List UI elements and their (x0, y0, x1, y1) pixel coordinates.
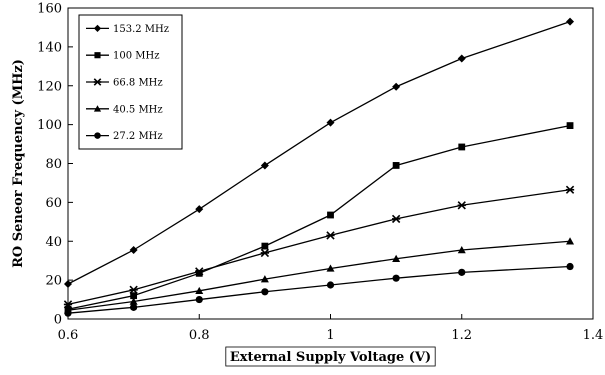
y-tick-label: 100 (37, 118, 62, 133)
data-point (64, 309, 72, 317)
data-point (458, 268, 466, 276)
series-layer (63, 17, 575, 317)
legend-label: 66.8 MHz (113, 78, 163, 89)
data-point (93, 78, 102, 86)
data-point (565, 185, 575, 194)
data-point (327, 211, 334, 219)
series-27-2-mhz (64, 262, 574, 317)
data-point (458, 143, 466, 151)
data-point (260, 161, 269, 170)
data-point (93, 24, 102, 32)
series-line (67, 20, 571, 285)
data-point (392, 162, 400, 169)
data-point (457, 201, 466, 210)
data-point (391, 214, 401, 224)
data-point (195, 269, 203, 277)
data-point (392, 82, 401, 91)
data-point (195, 267, 204, 276)
legend-entry: 100 MHz (86, 51, 160, 62)
legend-entry: 66.8 MHz (86, 78, 163, 89)
data-point (566, 262, 574, 271)
data-point (94, 52, 101, 59)
series-40-5-mhz (64, 237, 575, 314)
data-point (457, 54, 466, 63)
series-line (67, 265, 571, 314)
y-tick-label: 40 (45, 235, 62, 250)
y-tick-label: 20 (45, 274, 62, 289)
data-point (93, 105, 102, 112)
x-axis-title: External Supply Voltage (V) (230, 350, 431, 365)
data-point (195, 286, 204, 295)
data-point (261, 242, 269, 250)
data-point (64, 280, 72, 289)
series-line (67, 240, 571, 311)
data-point (261, 288, 269, 296)
legend: 153.2 MHz 100 MHz 66.8 MHz 40.5 MHz 27.2 MHz (78, 14, 183, 150)
series-66-8-mhz (63, 185, 575, 309)
data-point (326, 231, 335, 240)
legend-label: 100 MHz (113, 51, 160, 62)
y-tick-label: 160 (37, 2, 62, 17)
series-153-2-mhz (64, 17, 575, 289)
x-tick-label: 1.4 (583, 328, 604, 343)
data-point (195, 295, 203, 304)
y-tick-label: 60 (45, 196, 62, 211)
data-point (130, 292, 138, 300)
data-point (130, 303, 138, 311)
data-point (326, 264, 335, 272)
data-point (129, 245, 138, 254)
y-tick-label: 120 (37, 79, 62, 94)
x-tick-label: 1.2 (451, 328, 472, 343)
data-point (566, 237, 575, 245)
legend-entry: 27.2 MHz (86, 131, 163, 142)
y-axis: 0 20 40 60 80 100 120 140 160 (37, 2, 73, 328)
x-axis: 0.6 0.8 1 1.2 1.4 (58, 314, 604, 343)
data-point (566, 122, 574, 129)
legend-label: 40.5 MHz (113, 104, 163, 115)
y-tick-label: 140 (37, 40, 62, 55)
x-tick-label: 0.6 (58, 328, 79, 343)
y-tick-label: 0 (54, 313, 62, 328)
data-point (566, 17, 575, 26)
data-point (129, 285, 138, 295)
series-line (67, 189, 571, 306)
data-point (392, 274, 400, 282)
data-point (94, 132, 101, 139)
data-point (195, 205, 204, 214)
y-tick-label: 80 (45, 157, 62, 172)
data-point (326, 118, 335, 127)
x-axis-title-box (225, 346, 436, 367)
legend-label: 153.2 MHz (113, 24, 169, 35)
data-point (260, 248, 270, 258)
legend-label: 27.2 MHz (113, 131, 163, 142)
data-point (326, 281, 335, 289)
series-line (67, 124, 571, 310)
data-point (260, 275, 269, 283)
data-point (63, 300, 73, 309)
legend-entry: 40.5 MHz (86, 104, 163, 115)
legend-entry: 153.2 MHz (86, 24, 169, 35)
data-point (129, 297, 138, 305)
x-tick-label: 1 (326, 328, 334, 343)
y-axis-title: RO Seneor Frequency (MHz) (11, 59, 26, 268)
data-point (457, 245, 466, 254)
x-tick-label: 0.8 (189, 328, 210, 343)
data-point (392, 254, 401, 262)
series-100-mhz (64, 122, 574, 313)
